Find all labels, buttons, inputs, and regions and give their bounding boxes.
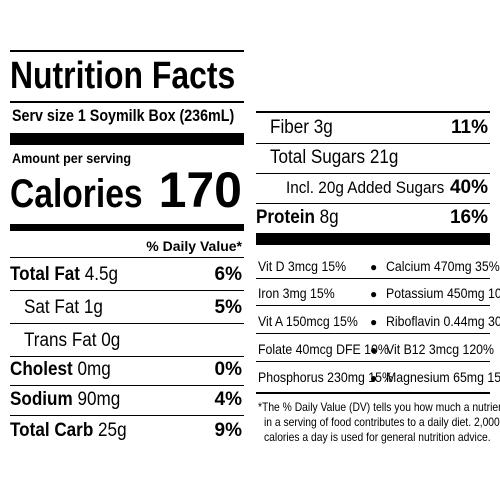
daily-value-header: % Daily Value* [146,238,242,254]
vitamin-b12: Vit B12 3mcg 120% [386,341,494,357]
row-rule [10,356,244,357]
row-rule [256,143,490,144]
title-rule [10,101,244,103]
serving-size: Serv size 1 Soymilk Box (236mL) [12,106,235,125]
row-rule [256,333,490,334]
phosphorus: Phosphorus 230mg 15% [258,369,393,385]
right-top-rule [256,111,490,113]
nutrient-cholesterol: Cholest 0mg [10,359,111,380]
row-rule [256,305,490,306]
potassium: Potassium 450mg 10% [386,285,500,301]
nutrient-fiber: Fiber 3g [270,117,333,138]
nutrient-total-fat: Total Fat 4.5g [10,264,119,285]
calories-label: Calories [10,172,143,216]
row-rule [256,361,490,362]
protein-thick-rule [256,233,490,245]
nutrient-total-carb: Total Carb 25g [10,420,127,441]
row-rule [256,278,490,279]
bullet-icon: ● [370,343,378,357]
title: Nutrition Facts [10,55,236,97]
nutrient-total-sugars: Total Sugars 21g [270,147,399,168]
calcium: Calcium 470mg 35% [386,258,500,274]
calories-thick-rule [10,224,244,231]
dv-total-carb: 9% [214,420,242,441]
nutrient-sat-fat: Sat Fat 1g [24,297,103,318]
vitamin-a: Vit A 150mcg 15% [258,313,358,329]
row-rule [10,415,244,416]
dv-total-fat: 6% [214,264,242,285]
magnesium: Magnesium 65mg 15% [386,369,500,385]
row-rule [256,173,490,174]
nutrient-added-sugars: Incl. 20g Added Sugars [286,178,445,197]
vitamin-d: Vit D 3mcg 15% [258,258,347,274]
dv-fiber: 11% [451,117,488,138]
bullet-icon: ● [370,287,378,301]
riboflavin: Riboflavin 0.44mg 30% [386,313,500,329]
footnote-line-3: calories a day is used for general nutri… [264,430,491,444]
row-rule [10,290,244,291]
dv-cholesterol: 0% [214,359,242,380]
folate: Folate 40mcg DFE 10% [258,341,389,357]
amount-per-serving: Amount per serving [12,150,132,166]
row-rule [10,385,244,386]
serving-thick-rule [10,133,244,145]
nutrient-protein: Protein 8g [256,207,339,228]
calories-value: 170 [158,162,242,218]
bullet-icon: ● [370,371,378,385]
dv-rule [10,257,244,258]
footnote-line-1: *The % Daily Value (DV) tells you how mu… [258,400,500,414]
dv-protein: 16% [449,207,488,228]
dv-added-sugars: 40% [449,177,488,198]
row-rule [256,203,490,204]
left-top-rule [10,50,244,52]
bullet-icon: ● [370,315,378,329]
nutrient-sodium: Sodium 90mg [10,389,121,410]
vitamins-bottom-rule [256,392,490,394]
footnote-line-2: in a serving of food contributes to a da… [264,415,500,429]
bullet-icon: ● [370,260,378,274]
dv-sat-fat: 5% [214,297,242,318]
nutrient-trans-fat: Trans Fat 0g [24,330,121,351]
row-rule [10,323,244,324]
iron: Iron 3mg 15% [258,285,335,301]
dv-sodium: 4% [214,389,242,410]
